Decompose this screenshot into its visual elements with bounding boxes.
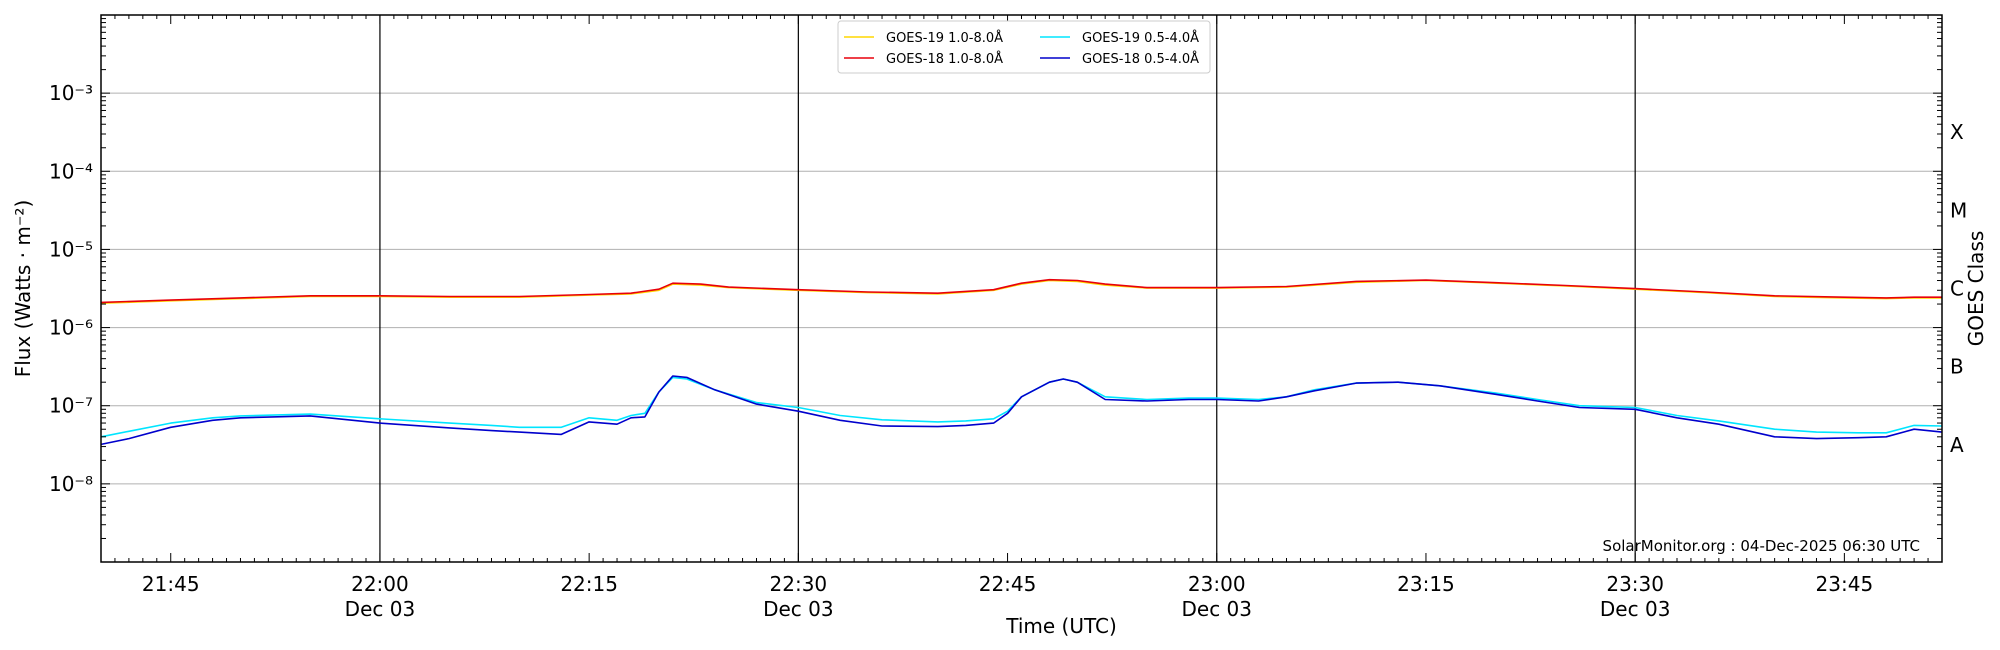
y-tick-label: 10⁻⁵ bbox=[49, 237, 93, 261]
y-tick-labels: 10⁻⁸ 10⁻⁷ 10⁻⁶ 10⁻⁵ 10⁻⁴ 10⁻³ bbox=[49, 81, 93, 496]
legend-entry: GOES-19 0.5-4.0Å bbox=[1082, 30, 1199, 46]
x-axis-title: Time (UTC) bbox=[1005, 614, 1117, 638]
x-tick-label: 21:45 bbox=[142, 572, 200, 596]
x-tick-label: 22:30 bbox=[770, 572, 828, 596]
legend-entry: GOES-19 1.0-8.0Å bbox=[886, 30, 1003, 46]
plot-frame bbox=[100, 14, 1943, 563]
x-tick-label: 23:45 bbox=[1816, 572, 1874, 596]
x-tick-label: 23:15 bbox=[1397, 572, 1455, 596]
flux-series bbox=[100, 278, 1943, 446]
x-tick-label: 22:00 bbox=[351, 572, 409, 596]
y-tick-label: 10⁻³ bbox=[49, 81, 93, 105]
goes-class-label: A bbox=[1950, 433, 1964, 457]
y-tick-label: 10⁻⁷ bbox=[49, 394, 93, 418]
y-axis-title: Flux (Watts · m⁻²) bbox=[11, 200, 35, 378]
y-tick-label: 10⁻⁴ bbox=[49, 159, 93, 183]
x-tick-label: 23:30 bbox=[1606, 572, 1664, 596]
axis-ticks bbox=[101, 15, 1942, 562]
goes-class-labels: A B C M X bbox=[1950, 120, 1967, 457]
x-tick-date-label: Dec 03 bbox=[1600, 597, 1671, 621]
day-boundary-lines bbox=[379, 15, 1636, 562]
series-line-3 bbox=[100, 376, 1943, 438]
x-tick-label: 22:15 bbox=[560, 572, 618, 596]
goes-class-label: X bbox=[1950, 120, 1964, 144]
x-tick-date-label: Dec 03 bbox=[1181, 597, 1252, 621]
legend-entry: GOES-18 0.5-4.0Å bbox=[1082, 51, 1199, 67]
credit-text: SolarMonitor.org : 04-Dec-2025 06:30 UTC bbox=[1603, 537, 1920, 555]
goes-class-label: C bbox=[1950, 277, 1964, 301]
y-tick-label: 10⁻⁶ bbox=[49, 316, 93, 340]
x-tick-label: 23:00 bbox=[1188, 572, 1246, 596]
legend-entry: GOES-18 1.0-8.0Å bbox=[886, 51, 1003, 67]
goes-class-axis-title: GOES Class bbox=[1964, 231, 1988, 347]
x-tick-date-label: Dec 03 bbox=[763, 597, 834, 621]
goes-class-label: B bbox=[1950, 355, 1964, 379]
x-tick-date-label: Dec 03 bbox=[345, 597, 416, 621]
series-line-4 bbox=[100, 375, 1943, 446]
x-tick-label: 22:45 bbox=[979, 572, 1037, 596]
grid-lines bbox=[101, 92, 1942, 485]
goes-class-label: M bbox=[1950, 198, 1967, 222]
legend-box bbox=[837, 20, 1211, 74]
y-tick-label: 10⁻⁸ bbox=[49, 472, 93, 496]
legend: GOES-19 1.0-8.0Å GOES-19 0.5-4.0Å GOES-18 … bbox=[837, 20, 1211, 74]
series-line-2 bbox=[100, 278, 1942, 304]
